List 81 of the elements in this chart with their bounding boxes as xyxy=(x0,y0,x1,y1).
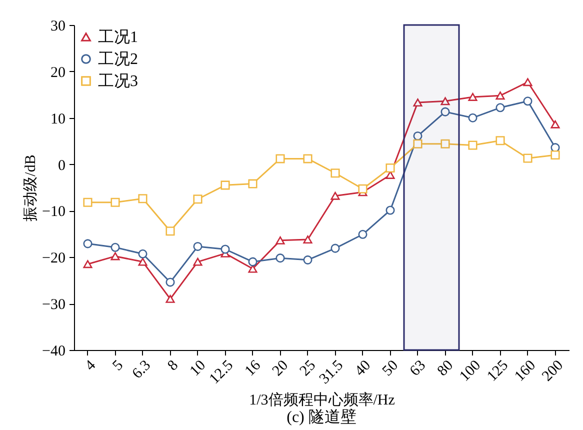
point xyxy=(193,194,202,204)
y-axis-title: 振动级/dB xyxy=(22,154,40,222)
x-tick-label: 10 xyxy=(187,358,210,380)
x-tick-label: 160 xyxy=(512,358,540,385)
x-axis-title: 1/3倍频程中心频率/Hz xyxy=(249,392,396,409)
point xyxy=(468,140,478,150)
y-tick-label: 30 xyxy=(50,18,66,34)
x-tick-label: 80 xyxy=(434,358,457,380)
point xyxy=(440,97,450,106)
point xyxy=(166,294,175,303)
point xyxy=(138,194,148,204)
point xyxy=(550,120,560,128)
point xyxy=(220,180,230,190)
point xyxy=(248,257,258,266)
point xyxy=(138,249,148,258)
point xyxy=(330,192,340,200)
point xyxy=(468,92,478,101)
y-tick-label: 0 xyxy=(58,158,66,174)
point xyxy=(330,244,340,253)
point xyxy=(166,278,175,287)
point xyxy=(303,235,312,244)
point xyxy=(83,260,92,268)
x-tick-label: 16 xyxy=(242,357,264,380)
x-tick-label: 4 xyxy=(82,357,100,374)
point xyxy=(358,184,368,194)
point xyxy=(83,198,92,207)
point xyxy=(550,150,560,160)
x-tick-label: 50 xyxy=(380,358,402,380)
point xyxy=(193,258,202,266)
point xyxy=(468,113,478,122)
legend-label: 工况3 xyxy=(98,73,138,90)
point xyxy=(523,96,532,106)
point xyxy=(248,179,258,188)
y-tick-label: −30 xyxy=(42,297,66,314)
y-tick-label: −40 xyxy=(42,344,66,360)
point xyxy=(303,255,312,264)
legend-label: 工况2 xyxy=(98,51,138,68)
point xyxy=(276,154,285,164)
x-tick-label: 31.5 xyxy=(316,358,347,388)
point xyxy=(523,154,532,163)
point xyxy=(220,244,230,254)
x-tick-label: 40 xyxy=(352,358,374,380)
x-tick-label: 12.5 xyxy=(206,358,237,388)
x-tick-label: 5 xyxy=(110,358,127,374)
point xyxy=(386,206,395,215)
point xyxy=(193,242,202,251)
point xyxy=(83,239,92,248)
point xyxy=(440,107,450,116)
point xyxy=(276,254,285,263)
point xyxy=(440,139,450,148)
x-tick-label: 8 xyxy=(164,358,182,374)
y-tick-label: −20 xyxy=(42,250,66,267)
point xyxy=(276,236,285,244)
text: (c) 隧道壁 xyxy=(286,408,356,426)
point xyxy=(303,154,312,164)
point xyxy=(330,168,340,178)
point xyxy=(138,258,148,266)
x-tick-label: 100 xyxy=(456,358,484,385)
point xyxy=(110,252,120,260)
point xyxy=(523,78,532,86)
point xyxy=(358,230,368,239)
x-tick-label: 63 xyxy=(407,358,430,380)
legend-label: 工况1 xyxy=(98,29,138,46)
y-tick-label: 20 xyxy=(50,64,66,81)
point xyxy=(413,98,422,107)
point xyxy=(166,226,175,236)
y-tick-label: 10 xyxy=(50,111,66,128)
point xyxy=(110,242,120,252)
point xyxy=(496,136,505,146)
x-tick-label: 125 xyxy=(484,358,512,385)
y-tick-label: −10 xyxy=(42,204,66,220)
point xyxy=(413,139,422,148)
x-tick-label: 200 xyxy=(539,358,567,385)
point xyxy=(496,103,505,112)
point xyxy=(413,131,422,140)
point xyxy=(386,163,395,173)
x-tick-label: 20 xyxy=(270,358,292,380)
x-tick-label: 6.3 xyxy=(129,358,154,382)
point xyxy=(496,92,505,100)
x-tick-label: 25 xyxy=(297,358,320,380)
point xyxy=(110,198,120,207)
